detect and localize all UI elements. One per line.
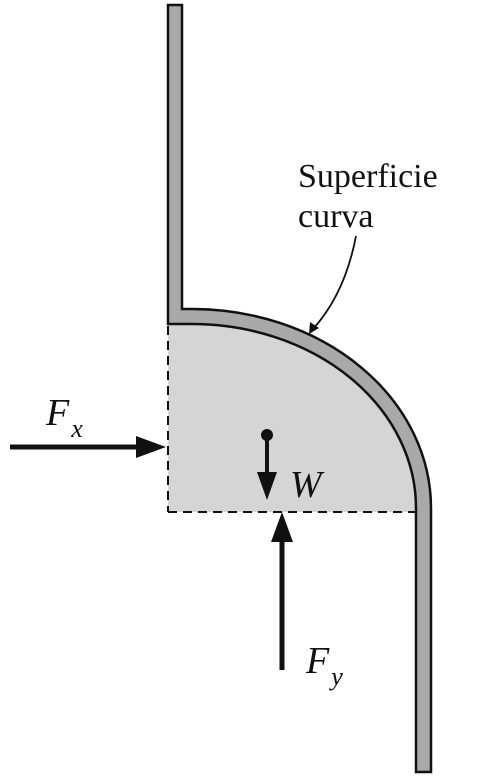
annotation-leader-line <box>312 235 357 330</box>
annotation-leader-arrowhead <box>309 322 319 334</box>
fy-symbol: F <box>306 640 330 682</box>
fx-label: Fx <box>46 392 83 442</box>
centroid-dot <box>261 429 273 441</box>
weight-symbol: W <box>290 464 322 506</box>
fx-arrowhead <box>136 436 166 458</box>
fy-subscript: y <box>331 662 343 691</box>
fx-symbol: F <box>46 392 70 434</box>
annotation-label-line1: Superficie <box>298 158 438 195</box>
tank-wall <box>166 3 433 774</box>
weight-arrowhead <box>257 472 277 500</box>
annotation-label-line2: curva <box>298 198 374 235</box>
fluid-region <box>168 324 416 512</box>
fy-arrowhead <box>271 512 293 542</box>
weight-label: W <box>290 466 322 504</box>
fx-subscript: x <box>71 414 83 443</box>
fy-label: Fy <box>306 640 343 690</box>
